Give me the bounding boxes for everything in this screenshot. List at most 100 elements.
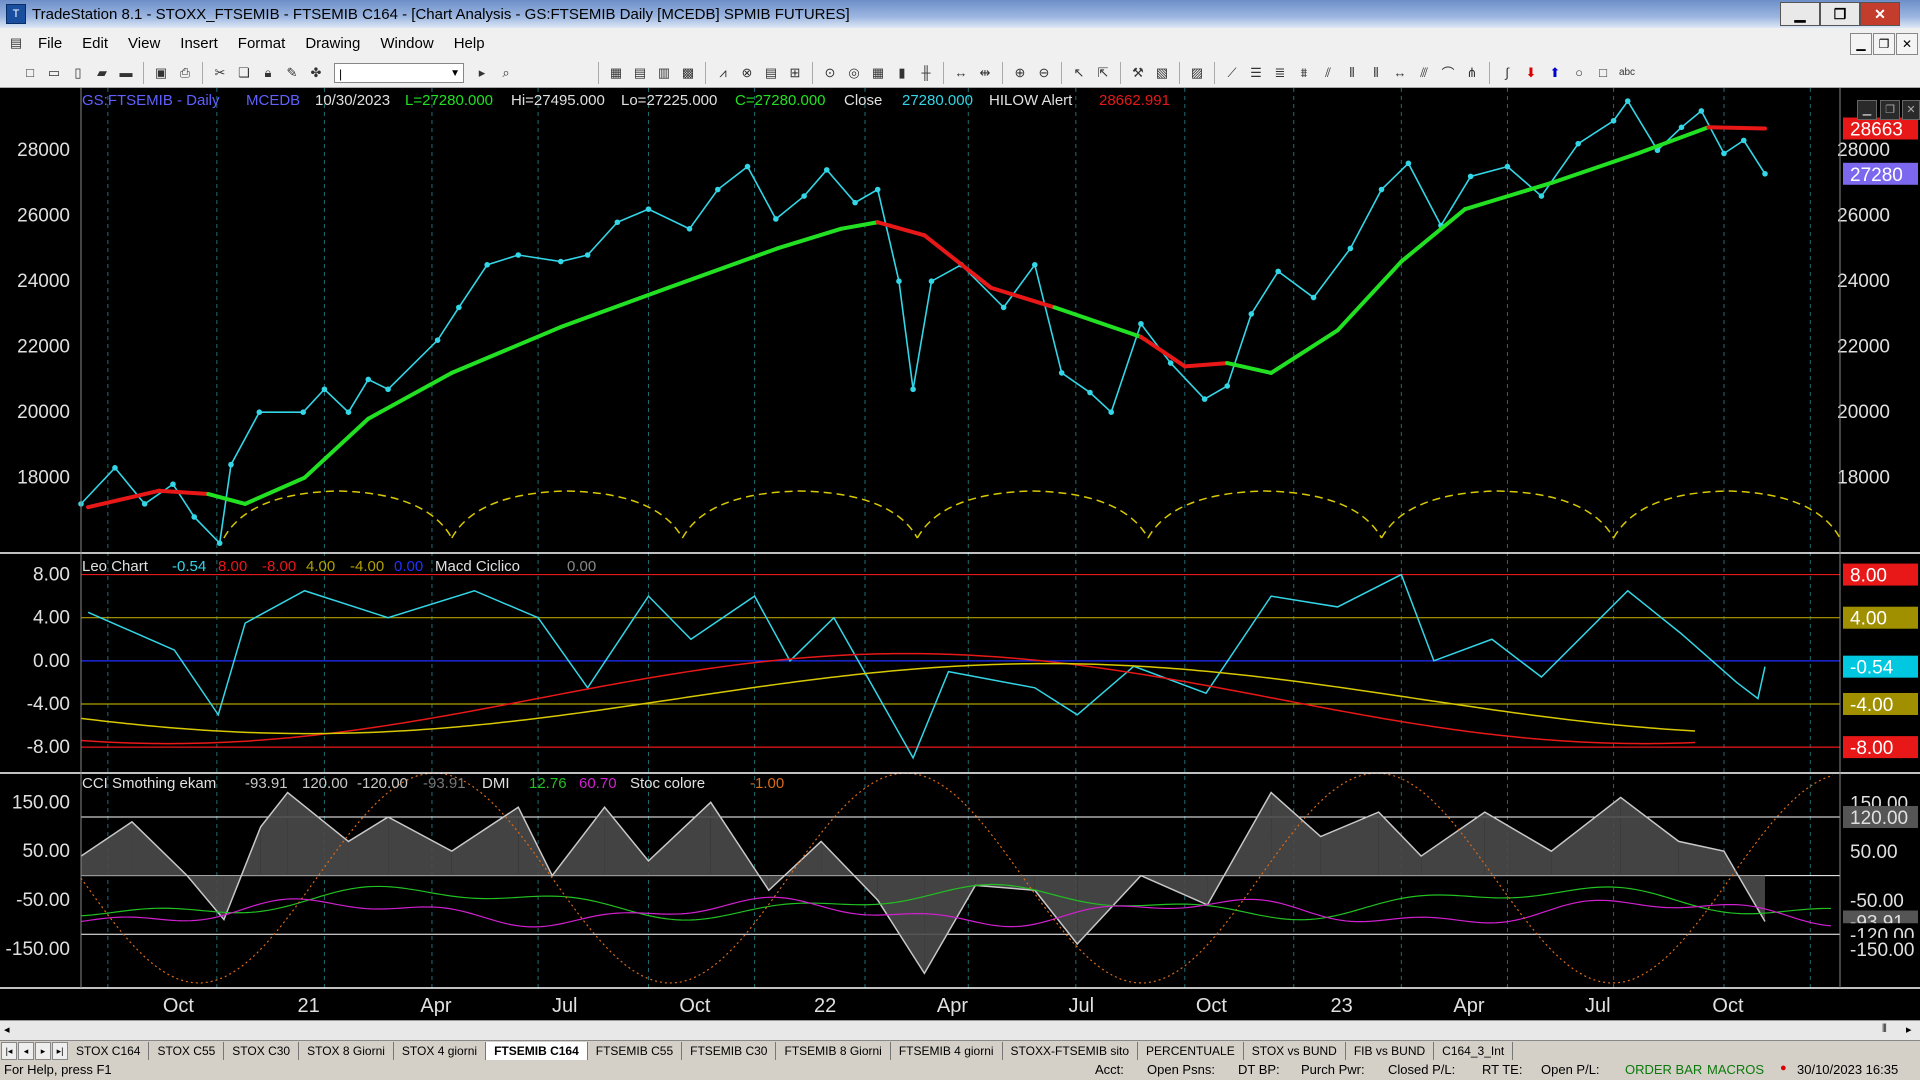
menu-format[interactable]: Format <box>237 34 286 52</box>
barchart-icon[interactable]: ▮ <box>898 64 906 80</box>
open-icon[interactable]: ▭ <box>47 64 61 80</box>
zoom-out-icon[interactable]: ⊖ <box>1038 64 1050 80</box>
table-icon[interactable]: ▤ <box>633 64 647 80</box>
menu-help[interactable]: Help <box>453 34 485 52</box>
hilo-icon[interactable]: ╫ <box>921 65 931 80</box>
macro-icon[interactable]: ✎ <box>286 64 298 80</box>
tab-prev-icon[interactable]: ◂ <box>18 1042 34 1060</box>
panel-minimize-button[interactable]: ▁ <box>1857 100 1877 120</box>
speed-lines-icon[interactable]: ⩩ <box>1300 64 1308 80</box>
gann-fan-icon[interactable]: ⫽ <box>1325 64 1331 80</box>
chart-window[interactable]: 18000 18000 20000 20000 22000 22000 24000 24000… <box>0 88 1920 1020</box>
scanner-icon[interactable]: ⊞ <box>789 64 801 80</box>
tab-ftsemib-c164[interactable]: FTSEMIB C164 <box>486 1042 588 1060</box>
price-panel[interactable]: 18000 18000 20000 20000 22000 22000 24000 24000… <box>17 98 1890 546</box>
ellipse-icon[interactable]: ○ <box>1575 65 1583 80</box>
lock-icon[interactable]: 🔒︎ <box>264 64 272 80</box>
tab-last-icon[interactable]: ▸| <box>52 1042 68 1060</box>
pointer-select-icon[interactable]: ⇱ <box>1097 64 1109 80</box>
tools-icon[interactable]: ⚒ <box>1132 64 1144 80</box>
cci-panel[interactable]: 150.00 50.00 -50.00 -150.00 <box>6 772 1840 984</box>
zoom-lens-icon[interactable]: ⌕ <box>502 64 510 80</box>
scroll-right-icon[interactable]: ▸ <box>1906 1024 1912 1036</box>
menu-file[interactable]: File <box>38 34 63 52</box>
maximize-button[interactable]: ❐ <box>1820 2 1860 26</box>
close-button[interactable]: ✕ <box>1860 2 1900 26</box>
open-workspace-icon[interactable]: ▯ <box>74 64 82 80</box>
bar-spacing-narrow-icon[interactable]: ⇹ <box>979 64 991 80</box>
new-icon[interactable]: □ <box>26 65 34 80</box>
tradestation-app-icon[interactable]: T <box>6 4 26 24</box>
calculator-icon[interactable]: ▩ <box>681 64 695 80</box>
freehand-icon[interactable]: ∫ <box>1505 65 1509 80</box>
bar-spacing-icon[interactable]: ↔ <box>954 65 968 80</box>
folder-icon[interactable]: ▬ <box>119 65 133 80</box>
tab-percentuale[interactable]: PERCENTUALE <box>1138 1042 1244 1060</box>
trendline-icon[interactable]: ⟋ <box>1227 64 1237 80</box>
cycle-lines-icon[interactable]: ⦀ <box>1373 64 1379 80</box>
horizontal-lines-icon[interactable]: ☰ <box>1250 64 1262 80</box>
tab-stoxx-ftsemib-sito[interactable]: STOXX-FTSEMIB sito <box>1003 1042 1139 1060</box>
sheet-icon[interactable]: ▥ <box>657 64 671 80</box>
scroll-left-icon[interactable]: ◂ <box>4 1024 10 1036</box>
zoom-in-icon[interactable]: ⊕ <box>1014 64 1026 80</box>
tab-ftsemib-4-giorni[interactable]: FTSEMIB 4 giorni <box>891 1042 1003 1060</box>
tab-next-icon[interactable]: ▸ <box>35 1042 51 1060</box>
minimize-button[interactable]: ▁ <box>1780 2 1820 26</box>
pitchfork-icon[interactable]: ⋔ <box>1466 64 1478 80</box>
channel-icon[interactable]: ≣ <box>1274 64 1286 80</box>
arc-icon[interactable]: ⌒ <box>1441 66 1455 81</box>
cut-icon[interactable]: ✂ <box>214 64 226 80</box>
tab-first-icon[interactable]: |◂ <box>1 1042 17 1060</box>
options-icon[interactable]: ⊙ <box>824 64 836 80</box>
save-workspace-icon[interactable]: ▰ <box>97 64 107 80</box>
mdi-restore-button[interactable]: ❐ <box>1873 33 1895 55</box>
menu-insert[interactable]: Insert <box>180 34 218 52</box>
pointer-icon[interactable]: ↖ <box>1073 64 1085 80</box>
menu-window[interactable]: Window <box>380 34 434 52</box>
menu-view[interactable]: View <box>128 34 161 52</box>
macd-panel[interactable]: 8.00 4.00 0.00 -4.00 -8.00 <box>27 565 1840 760</box>
symbol-combo[interactable]: | ▼ <box>334 62 464 83</box>
panel-restore-button[interactable]: ❐ <box>1880 100 1900 120</box>
tab-fib-vs-bund[interactable]: FIB vs BUND <box>1346 1042 1435 1060</box>
chart-analysis-icon[interactable]: ⩘ <box>719 64 727 80</box>
macros-button[interactable]: MACROS <box>1707 1062 1765 1077</box>
tab-stox-8-giorni[interactable]: STOX 8 Giorni <box>299 1042 394 1060</box>
print-icon[interactable]: ⎙ <box>179 64 191 80</box>
network-icon[interactable]: ✤ <box>310 64 322 80</box>
tab-stox-c164[interactable]: STOX C164 <box>68 1042 150 1060</box>
news-icon[interactable]: ▤ <box>764 64 778 80</box>
copy-icon[interactable]: ❏ <box>238 64 250 80</box>
panel-close-button[interactable]: ✕ <box>1902 100 1920 120</box>
play-icon[interactable]: ▸ <box>478 64 486 80</box>
menu-drawing[interactable]: Drawing <box>305 34 361 52</box>
menu-edit[interactable]: Edit <box>82 34 109 52</box>
tab-c164-3-int[interactable]: C164_3_Int <box>1434 1042 1514 1060</box>
arrow-down-icon[interactable]: ⬇ <box>1525 64 1537 80</box>
mdi-close-button[interactable]: ✕ <box>1896 33 1918 55</box>
text-tool-icon[interactable]: abc <box>1618 67 1636 78</box>
order-bar-button[interactable]: ORDER BAR <box>1625 1062 1703 1077</box>
clipboard-icon[interactable]: ▨ <box>1190 64 1204 80</box>
fib-fan-icon[interactable]: ⫻ <box>1420 64 1428 80</box>
data-window-icon[interactable]: ▧ <box>1155 64 1169 80</box>
radar-icon[interactable]: ◎ <box>848 64 860 80</box>
arrow-up-icon[interactable]: ⬆ <box>1549 64 1561 80</box>
ruler-icon[interactable]: ↔ <box>1393 65 1407 80</box>
horizontal-scrollbar[interactable]: ◂ ⦀ ▸ <box>0 1020 1920 1041</box>
tab-ftsemib-c55[interactable]: FTSEMIB C55 <box>588 1042 683 1060</box>
matrix-icon[interactable]: ▦ <box>871 64 885 80</box>
tab-ftsemib-8-giorni[interactable]: FTSEMIB 8 Giorni <box>776 1042 891 1060</box>
fib-time-icon[interactable]: ⫴ <box>1349 64 1355 80</box>
mdi-minimize-button[interactable]: ▁ <box>1850 33 1872 55</box>
scroll-thumb-icon[interactable]: ⦀ <box>1882 1023 1887 1035</box>
grid-icon[interactable]: ▦ <box>609 64 623 80</box>
tab-ftsemib-c30[interactable]: FTSEMIB C30 <box>682 1042 777 1060</box>
tab-stox-4-giorni[interactable]: STOX 4 giorni <box>394 1042 487 1060</box>
rectangle-icon[interactable]: □ <box>1599 65 1607 80</box>
pattern-icon[interactable]: ⊗ <box>741 64 753 80</box>
chart-doc-icon[interactable]: ▤ <box>9 35 23 50</box>
chart-svg[interactable]: 18000 18000 20000 20000 22000 22000 24000 24000… <box>0 88 1920 1020</box>
tab-stox-c30[interactable]: STOX C30 <box>224 1042 300 1060</box>
